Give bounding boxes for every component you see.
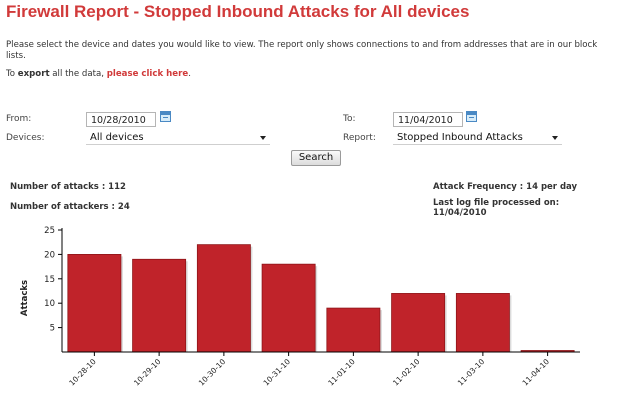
chevron-down-icon <box>552 136 558 140</box>
to-label: To: <box>343 114 356 124</box>
x-tick-label: 11-01-10 <box>326 357 357 388</box>
last-log-info: Last log file processed on: 11/04/2010 <box>433 198 559 218</box>
export-middle: all the data, <box>49 69 107 79</box>
bar <box>261 263 316 353</box>
x-tick-label: 10-30-10 <box>197 357 228 388</box>
from-date-input[interactable]: 10/28/2010 <box>86 112 156 127</box>
bar <box>196 244 251 353</box>
x-tick-label: 10-31-10 <box>262 357 293 388</box>
last-log-date: 11/04/2010 <box>433 208 487 218</box>
to-date-input[interactable]: 11/04/2010 <box>393 112 463 127</box>
export-suffix: . <box>188 69 191 79</box>
bar <box>391 293 446 353</box>
export-link[interactable]: please click here <box>106 69 189 79</box>
calendar-icon[interactable] <box>160 111 171 122</box>
x-tick-label: 10-28-10 <box>67 357 98 388</box>
attack-frequency: Attack Frequency : 14 per day <box>433 182 578 192</box>
bar <box>455 293 510 353</box>
export-word: export <box>17 69 50 79</box>
calendar-icon[interactable] <box>466 111 477 122</box>
bar <box>132 258 187 353</box>
devices-selected-value: All devices <box>90 132 144 143</box>
y-tick-label: 25 <box>44 226 55 236</box>
report-label: Report: <box>343 133 376 143</box>
chevron-down-icon <box>260 136 266 140</box>
from-label: From: <box>6 114 32 124</box>
y-tick-label: 20 <box>44 250 55 260</box>
x-tick-label: 11-03-10 <box>456 357 487 388</box>
report-select[interactable]: Stopped Inbound Attacks <box>393 131 562 145</box>
attacker-count: Number of attackers : 24 <box>10 202 130 212</box>
y-tick-label: 5 <box>50 324 55 334</box>
y-tick-label: 15 <box>44 275 55 285</box>
intro-text: Please select the device and dates you w… <box>6 40 598 61</box>
x-tick-label: 11-04-10 <box>521 357 552 388</box>
attacks-bar-chart: Attacks 5 10 15 20 25 10-28-10 10-29-10 10-30-1… <box>20 226 580 388</box>
report-selected-value: Stopped Inbound Attacks <box>397 132 523 143</box>
y-axis-label: Attacks <box>20 280 30 316</box>
export-prefix: To <box>6 69 18 79</box>
y-tick-label: 10 <box>44 299 55 309</box>
x-tick-label: 10-29-10 <box>132 357 163 388</box>
bar <box>326 307 381 353</box>
devices-select[interactable]: All devices <box>86 131 270 145</box>
export-line: To export all the data, please click her… <box>6 69 191 79</box>
page-title: Firewall Report - Stopped Inbound Attack… <box>6 2 470 21</box>
bar <box>67 254 122 353</box>
devices-label: Devices: <box>6 133 45 143</box>
search-button[interactable]: Search <box>291 150 341 166</box>
x-tick-label: 11-02-10 <box>391 357 422 388</box>
attack-count: Number of attacks : 112 <box>10 182 126 192</box>
last-log-label: Last log file processed on: <box>433 198 560 208</box>
